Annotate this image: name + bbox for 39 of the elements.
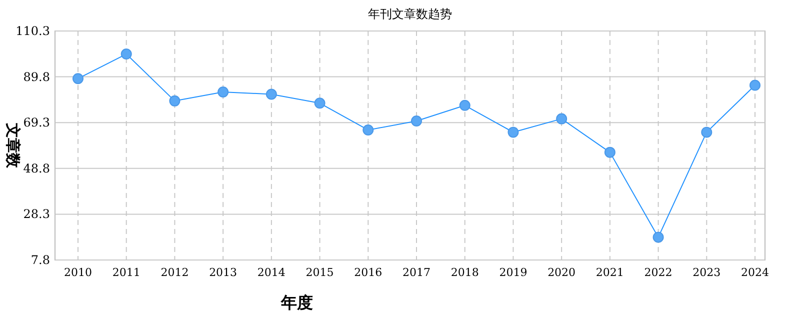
point bbox=[411, 116, 422, 127]
x-tick-label: 2021 bbox=[596, 266, 624, 279]
y-tick-label: 89.8 bbox=[23, 70, 50, 84]
chart-title: 年刊文章数趋势 bbox=[368, 7, 452, 21]
y-axis-title: 文章数 bbox=[4, 122, 22, 169]
x-tick-label: 2022 bbox=[644, 266, 672, 279]
point bbox=[652, 232, 664, 243]
y-tick-label: 28.3 bbox=[23, 207, 50, 222]
point bbox=[314, 98, 326, 109]
point bbox=[169, 95, 180, 106]
x-tick-label: 2024 bbox=[741, 266, 769, 279]
x-tick-label: 2014 bbox=[257, 266, 286, 279]
point bbox=[362, 124, 374, 136]
x-tick-label: 2018 bbox=[450, 266, 479, 279]
point bbox=[266, 88, 277, 100]
x-tick-label: 2019 bbox=[499, 266, 528, 279]
point bbox=[218, 86, 229, 98]
point bbox=[508, 126, 519, 138]
x-tick-label: 2023 bbox=[692, 266, 721, 279]
x-tick-label: 2011 bbox=[112, 266, 140, 279]
point bbox=[604, 146, 616, 158]
x-tick-label: 2016 bbox=[354, 266, 382, 279]
x-tick-label: 2017 bbox=[402, 266, 430, 279]
x-tick-label: 2010 bbox=[64, 266, 92, 279]
y-tick-label: 69.3 bbox=[23, 116, 50, 130]
point bbox=[459, 100, 470, 111]
x-tick-label: 2013 bbox=[209, 266, 238, 279]
x-axis-title: 年度 bbox=[280, 293, 313, 312]
y-tick-label: 48.8 bbox=[23, 161, 50, 176]
point bbox=[120, 48, 132, 60]
point bbox=[72, 73, 84, 84]
y-tick-label: 7.8 bbox=[30, 253, 50, 267]
point bbox=[556, 113, 568, 124]
point bbox=[750, 80, 760, 91]
x-tick-label: 2020 bbox=[548, 266, 576, 279]
x-tick-label: 2015 bbox=[306, 266, 334, 279]
y-tick-label: 110.3 bbox=[16, 24, 50, 38]
point bbox=[701, 126, 712, 138]
x-tick-label: 2012 bbox=[160, 266, 189, 279]
